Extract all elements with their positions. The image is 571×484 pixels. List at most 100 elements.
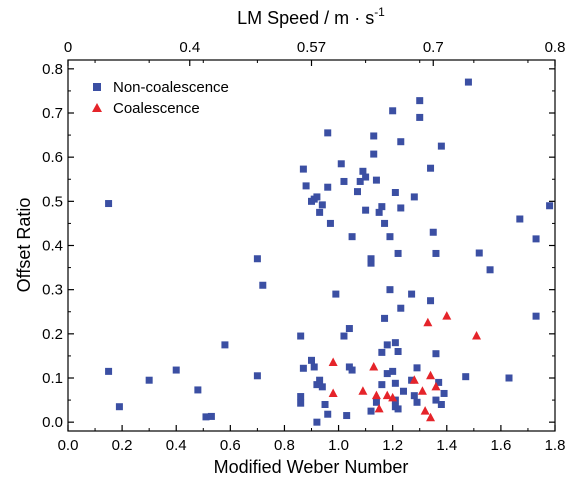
point-non-coalescence (324, 410, 332, 418)
point-non-coalescence (378, 381, 386, 389)
x-tick-label: 1.0 (328, 437, 349, 454)
point-non-coalescence (318, 201, 326, 209)
point-non-coalescence (316, 376, 324, 384)
point-non-coalescence (253, 372, 261, 380)
y-tick-label: 0.2 (42, 326, 63, 343)
point-non-coalescence (345, 325, 353, 333)
point-non-coalescence (326, 219, 334, 227)
point-coalescence (426, 370, 436, 380)
point-non-coalescence (413, 398, 421, 406)
point-non-coalescence (372, 398, 380, 406)
point-non-coalescence (383, 370, 391, 378)
point-non-coalescence (145, 376, 153, 384)
x-tick-label: 0.0 (58, 437, 79, 454)
point-non-coalescence (302, 182, 310, 190)
top-axis-title-unit: s (365, 8, 374, 28)
x-tick-label: 1.4 (436, 437, 457, 454)
point-non-coalescence (408, 290, 416, 298)
point-non-coalescence (546, 202, 554, 210)
point-coalescence (328, 357, 338, 367)
point-non-coalescence (389, 107, 397, 115)
top-tick-label: 0.8 (545, 39, 566, 56)
point-non-coalescence (324, 129, 332, 137)
top-axis-title-exponent: -1 (374, 5, 385, 19)
point-non-coalescence (516, 215, 524, 223)
point-non-coalescence (321, 401, 329, 408)
point-non-coalescence (297, 393, 305, 401)
point-coalescence (388, 392, 398, 402)
point-coalescence (371, 390, 381, 400)
point-non-coalescence (115, 403, 123, 411)
top-tick-label: 0.7 (423, 39, 444, 56)
y-tick-label: 0.4 (42, 238, 63, 255)
point-non-coalescence (202, 413, 210, 421)
point-non-coalescence (437, 401, 445, 408)
y-tick-label: 0.1 (42, 370, 63, 387)
top-tick-label: 0 (64, 39, 72, 56)
point-non-coalescence (397, 138, 405, 146)
point-non-coalescence (394, 249, 402, 257)
point-non-coalescence (386, 233, 394, 241)
point-non-coalescence (437, 142, 445, 150)
legend-label-non-coalescence: Non-coalescence (113, 79, 229, 96)
point-non-coalescence (394, 405, 402, 413)
point-non-coalescence (308, 356, 315, 364)
point-non-coalescence (313, 381, 321, 389)
point-non-coalescence (308, 197, 315, 205)
point-non-coalescence (391, 189, 399, 196)
point-non-coalescence (172, 366, 180, 374)
point-non-coalescence (297, 399, 305, 407)
point-non-coalescence (362, 173, 370, 181)
x-tick-label: 1.6 (490, 437, 511, 454)
point-non-coalescence (105, 200, 113, 208)
point-non-coalescence (432, 350, 440, 358)
data-points (105, 78, 554, 426)
point-non-coalescence (359, 167, 367, 175)
top-axis-title-dot: · (349, 8, 365, 28)
top-axis-title-prefix: LM Speed / m (237, 8, 349, 28)
point-non-coalescence (367, 255, 375, 263)
x-axis-ticks: 0.0 0.2 0.4 0.6 0.8 1.0 1.2 1.4 1.6 1.8 (58, 60, 566, 454)
point-non-coalescence (532, 312, 540, 320)
point-non-coalescence (310, 363, 318, 371)
top-axis-title: LM Speed / m · s-1 (237, 5, 385, 28)
point-non-coalescence (413, 364, 421, 372)
point-non-coalescence (505, 374, 513, 382)
top-tick-label: 0.57 (297, 39, 326, 56)
legend-marker-coalescence (92, 103, 102, 112)
top-tick-label: 0.4 (179, 39, 200, 56)
point-coalescence (442, 311, 452, 320)
point-non-coalescence (340, 332, 348, 340)
point-non-coalescence (259, 281, 267, 289)
point-non-coalescence (356, 177, 364, 185)
point-non-coalescence (340, 177, 348, 185)
point-coalescence (417, 386, 427, 395)
point-non-coalescence (332, 290, 340, 298)
point-non-coalescence (432, 396, 440, 404)
x-tick-label: 0.6 (220, 437, 241, 454)
x-tick-label: 0.2 (112, 437, 133, 454)
point-non-coalescence (348, 366, 356, 374)
point-non-coalescence (299, 364, 307, 372)
point-non-coalescence (299, 165, 307, 173)
legend-label-coalescence: Coalescence (113, 100, 200, 117)
x-tick-label: 1.8 (545, 437, 566, 454)
point-non-coalescence (383, 341, 391, 349)
point-non-coalescence (381, 219, 389, 227)
point-non-coalescence (389, 367, 397, 375)
point-non-coalescence (337, 160, 345, 168)
point-non-coalescence (397, 304, 405, 312)
point-non-coalescence (416, 113, 424, 121)
legend-marker-non-coalescence (93, 83, 101, 91)
point-non-coalescence (297, 332, 305, 340)
point-non-coalescence (324, 183, 332, 191)
point-non-coalescence (367, 407, 375, 415)
point-coalescence (358, 386, 368, 395)
point-non-coalescence (410, 193, 418, 201)
point-non-coalescence (221, 341, 229, 349)
point-coalescence (374, 403, 384, 413)
top-axis-ticks: 0 0.4 0.57 0.7 0.8 (64, 39, 566, 66)
x-tick-label: 0.8 (274, 437, 295, 454)
point-non-coalescence (316, 208, 324, 216)
